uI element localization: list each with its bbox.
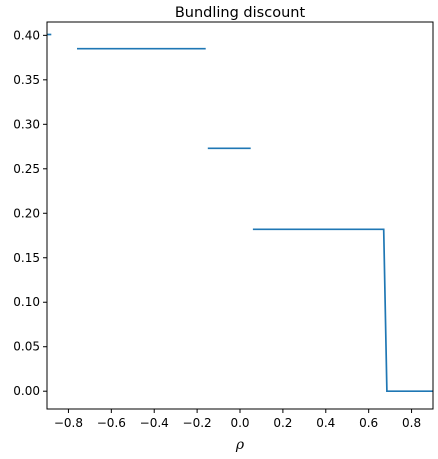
- chart-title: Bundling discount: [175, 5, 306, 21]
- x-tick-label: −0.8: [54, 416, 83, 430]
- x-tick-label: 0.2: [273, 416, 292, 430]
- x-axis-ticks: −0.8 −0.6 −0.4 −0.2 0.0 0.2 0.4 0.6 0.8: [54, 409, 421, 430]
- plot-lines: [47, 33, 433, 393]
- x-tick-label: 0.6: [359, 416, 378, 430]
- x-tick-label: 0.0: [230, 416, 249, 430]
- x-tick-label: −0.4: [140, 416, 169, 430]
- y-tick-label: 0.10: [13, 295, 40, 309]
- x-tick-label: 0.4: [316, 416, 335, 430]
- x-axis-label: ρ: [235, 437, 245, 453]
- y-tick-label: 0.00: [13, 384, 40, 398]
- x-tick-label: 0.8: [402, 416, 421, 430]
- y-tick-label: 0.05: [13, 340, 40, 354]
- x-tick-label: −0.6: [97, 416, 126, 430]
- series-segment-3: [252, 228, 433, 393]
- y-axis-ticks: 0.00 0.05 0.10 0.15 0.20 0.25 0.30 0.35 0.40: [13, 28, 47, 398]
- y-tick-label: 0.30: [13, 117, 40, 131]
- y-tick-label: 0.15: [13, 251, 40, 265]
- y-tick-label: 0.25: [13, 162, 40, 176]
- y-tick-label: 0.35: [13, 73, 40, 87]
- plot-frame: [46, 21, 434, 410]
- y-tick-label: 0.40: [13, 28, 40, 42]
- x-tick-label: −0.2: [183, 416, 212, 430]
- y-tick-label: 0.20: [13, 206, 40, 220]
